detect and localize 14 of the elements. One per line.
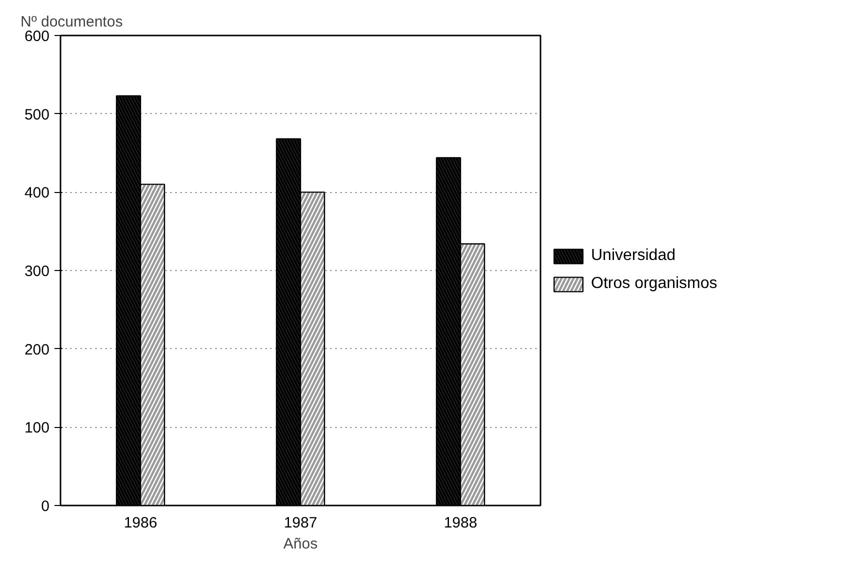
x-tick-label: 1988 <box>444 514 478 532</box>
y-tick-label: 200 <box>24 341 50 358</box>
y-axis-title: Nº documentos <box>20 14 123 30</box>
y-tick-label: 0 <box>41 498 50 515</box>
legend-label: Universidad <box>591 247 676 265</box>
x-tick-label: 1986 <box>124 514 158 532</box>
legend-label: Otros organismos <box>591 275 718 293</box>
y-tick-label: 400 <box>24 184 50 202</box>
y-tick-label: 600 <box>24 28 50 45</box>
x-tick-label: 1987 <box>284 514 318 532</box>
y-tick-label: 100 <box>24 420 50 437</box>
x-axis-title: Años <box>283 536 318 552</box>
y-tick-label: 300 <box>24 263 50 280</box>
y-tick-label: 500 <box>24 106 50 124</box>
